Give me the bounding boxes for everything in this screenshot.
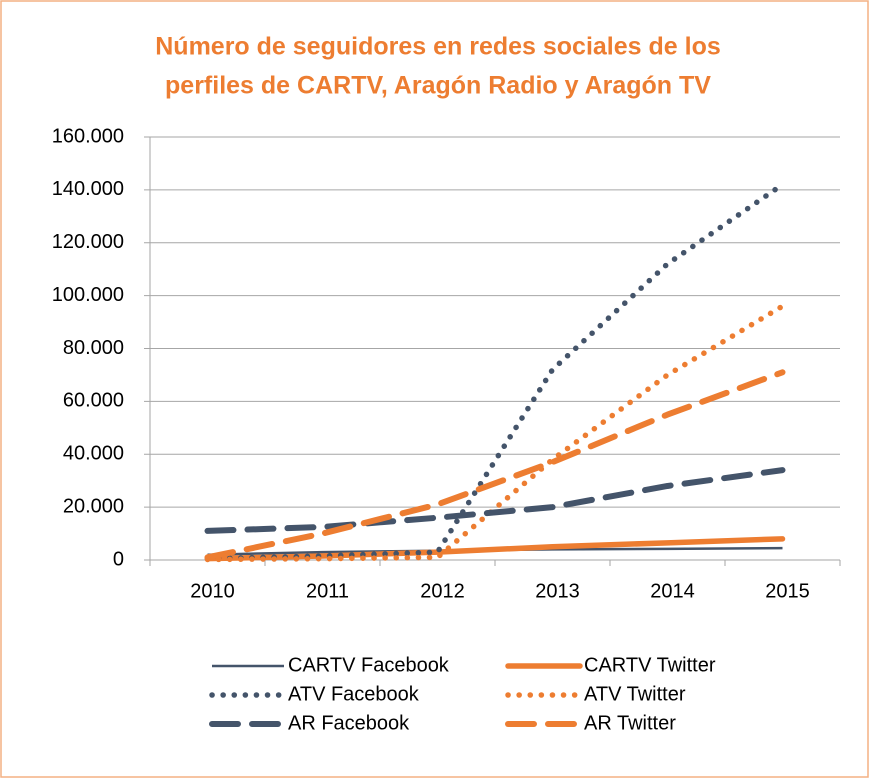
x-tick-label: 2010 (190, 580, 235, 602)
y-tick-label: 20.000 (63, 495, 124, 517)
y-tick-label: 120.000 (52, 231, 124, 253)
y-tick-label: 60.000 (63, 390, 124, 412)
legend-label: AR Twitter (584, 712, 676, 734)
legend-label: ATV Twitter (584, 683, 686, 705)
y-tick-label: 100.000 (52, 284, 124, 306)
legend-label: CARTV Twitter (584, 654, 716, 676)
legend-label: ATV Facebook (288, 683, 420, 705)
legend-label: AR Facebook (288, 712, 410, 734)
x-tick-label: 2011 (306, 580, 349, 602)
legend-label: CARTV Facebook (288, 654, 450, 676)
x-tick-label: 2012 (420, 580, 465, 602)
x-tick-label: 2015 (765, 580, 810, 602)
x-tick-label: 2013 (535, 580, 580, 602)
y-tick-label: 160.000 (52, 125, 124, 147)
x-tick-label: 2014 (650, 580, 695, 602)
series-line (204, 303, 786, 563)
series-line (204, 467, 786, 534)
y-tick-label: 140.000 (52, 178, 124, 200)
series-line (204, 369, 786, 561)
chart-title: perfiles de CARTV, Aragón Radio y Aragón… (165, 72, 711, 100)
y-tick-label: 0 (113, 548, 124, 570)
y-tick-label: 80.000 (63, 337, 124, 359)
series-line (204, 536, 786, 562)
chart-title: Número de seguidores en redes sociales d… (155, 33, 721, 61)
y-tick-label: 40.000 (63, 443, 124, 465)
